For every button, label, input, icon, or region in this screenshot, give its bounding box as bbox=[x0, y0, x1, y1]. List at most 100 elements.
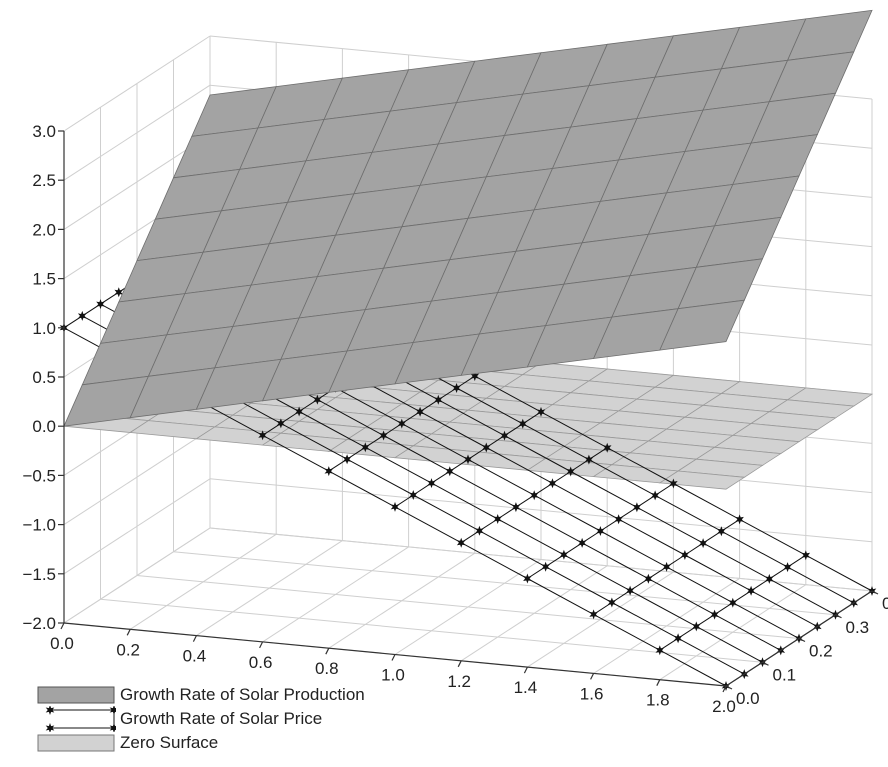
floor-gridline bbox=[136, 575, 800, 639]
z-tick-label: −1.0 bbox=[22, 516, 56, 535]
price-point bbox=[397, 418, 407, 429]
price-point bbox=[324, 466, 334, 477]
z-tick-label: 1.0 bbox=[32, 319, 56, 338]
z-tick-label: 2.5 bbox=[32, 171, 56, 190]
price-point bbox=[529, 490, 539, 501]
price-point bbox=[632, 502, 642, 513]
x-tick-label: 2.0 bbox=[712, 697, 736, 716]
y-tick-label: 0.2 bbox=[809, 642, 833, 661]
floor-gridline bbox=[173, 551, 836, 616]
z-tick-label: 0.5 bbox=[32, 368, 56, 387]
price-point bbox=[717, 526, 726, 537]
price-point bbox=[548, 478, 557, 489]
x-tick-mark bbox=[523, 666, 528, 674]
price-point bbox=[456, 537, 466, 548]
price-point bbox=[415, 406, 425, 417]
y-tick-label: 0.3 bbox=[846, 618, 870, 637]
price-point bbox=[673, 633, 683, 644]
x-tick-label: 0.8 bbox=[315, 659, 339, 678]
price-point bbox=[559, 549, 569, 560]
price-point bbox=[463, 454, 473, 465]
x-tick-mark bbox=[391, 654, 396, 661]
x-tick-label: 0.4 bbox=[183, 647, 207, 666]
x-tick-label: 0.6 bbox=[249, 653, 273, 672]
legend-label-price: Growth Rate of Solar Price bbox=[120, 709, 323, 728]
x-tick-label: 1.6 bbox=[580, 684, 604, 703]
price-point bbox=[669, 478, 678, 489]
price-point bbox=[589, 609, 598, 620]
price-point bbox=[607, 597, 617, 608]
x-tick-mark bbox=[192, 635, 197, 642]
legend-label-production: Growth Rate of Solar Production bbox=[120, 685, 365, 704]
price-point bbox=[680, 550, 690, 560]
price-point bbox=[481, 442, 491, 453]
solar-production-surface bbox=[63, 9, 873, 427]
price-point bbox=[390, 501, 400, 512]
price-point bbox=[746, 585, 756, 596]
x-tick-mark bbox=[60, 622, 65, 630]
y-tick-label: 0.1 bbox=[773, 665, 797, 684]
floor-gridline bbox=[209, 527, 873, 592]
z-tick-label: −2.0 bbox=[22, 614, 56, 633]
price-point bbox=[728, 597, 738, 608]
x-tick-label: 0.0 bbox=[50, 634, 74, 653]
production-surface-cell bbox=[786, 9, 873, 61]
z-tick-label: −0.5 bbox=[22, 466, 56, 485]
price-point bbox=[518, 418, 528, 429]
price-point bbox=[584, 454, 594, 465]
price-point bbox=[710, 609, 719, 620]
z-tick-label: 2.0 bbox=[32, 220, 56, 239]
floor-gridline bbox=[100, 598, 763, 663]
x-tick-mark bbox=[126, 629, 131, 636]
x-tick-mark bbox=[656, 679, 661, 686]
legend-price-marker bbox=[109, 706, 116, 715]
price-point bbox=[361, 442, 370, 453]
price-point bbox=[765, 573, 774, 584]
x-tick-label: 1.8 bbox=[646, 691, 670, 710]
price-point bbox=[596, 526, 605, 536]
y-tick-label: 0.0 bbox=[736, 689, 760, 708]
axes bbox=[58, 130, 879, 693]
legend-price-marker bbox=[109, 723, 116, 732]
price-point bbox=[294, 406, 304, 417]
price-point bbox=[258, 430, 267, 441]
price-point bbox=[276, 418, 286, 429]
price-point bbox=[536, 406, 546, 417]
price-point bbox=[692, 621, 701, 632]
price-point bbox=[801, 550, 811, 561]
x-tick-label: 1.0 bbox=[381, 666, 405, 685]
y-tick-mark bbox=[871, 590, 879, 595]
price-point bbox=[379, 430, 388, 441]
price-point bbox=[452, 383, 461, 393]
price-point bbox=[313, 394, 322, 405]
price-point bbox=[77, 310, 87, 321]
zero-surface-cell bbox=[658, 470, 746, 490]
price-point bbox=[566, 466, 575, 477]
x-tick-label: 1.2 bbox=[447, 672, 471, 691]
z-tick-label: 0.0 bbox=[32, 417, 56, 436]
legend-swatch-price bbox=[45, 706, 116, 732]
price-point bbox=[342, 454, 352, 465]
x-tick-mark bbox=[259, 641, 264, 649]
price-point bbox=[625, 585, 635, 596]
legend-swatch-zero bbox=[37, 734, 115, 752]
legend-swatch-production bbox=[37, 686, 115, 704]
price-point bbox=[511, 502, 521, 513]
z-tick-label: 1.5 bbox=[32, 270, 56, 289]
z-tick-label: −1.5 bbox=[22, 565, 56, 584]
price-point bbox=[577, 537, 587, 548]
price-point bbox=[602, 442, 612, 453]
x-tick-mark bbox=[457, 660, 462, 668]
y-tick-label: 0.4 bbox=[882, 594, 888, 613]
x-tick-label: 0.2 bbox=[116, 640, 140, 659]
price-point bbox=[475, 525, 484, 536]
y-tick-mark bbox=[762, 661, 769, 666]
y-tick-mark bbox=[798, 637, 806, 643]
legend-price-marker bbox=[45, 706, 55, 715]
price-point bbox=[427, 478, 436, 489]
price-point bbox=[500, 430, 509, 441]
price-point bbox=[445, 466, 455, 477]
price-point bbox=[408, 490, 418, 500]
legend-price-marker bbox=[45, 723, 55, 732]
